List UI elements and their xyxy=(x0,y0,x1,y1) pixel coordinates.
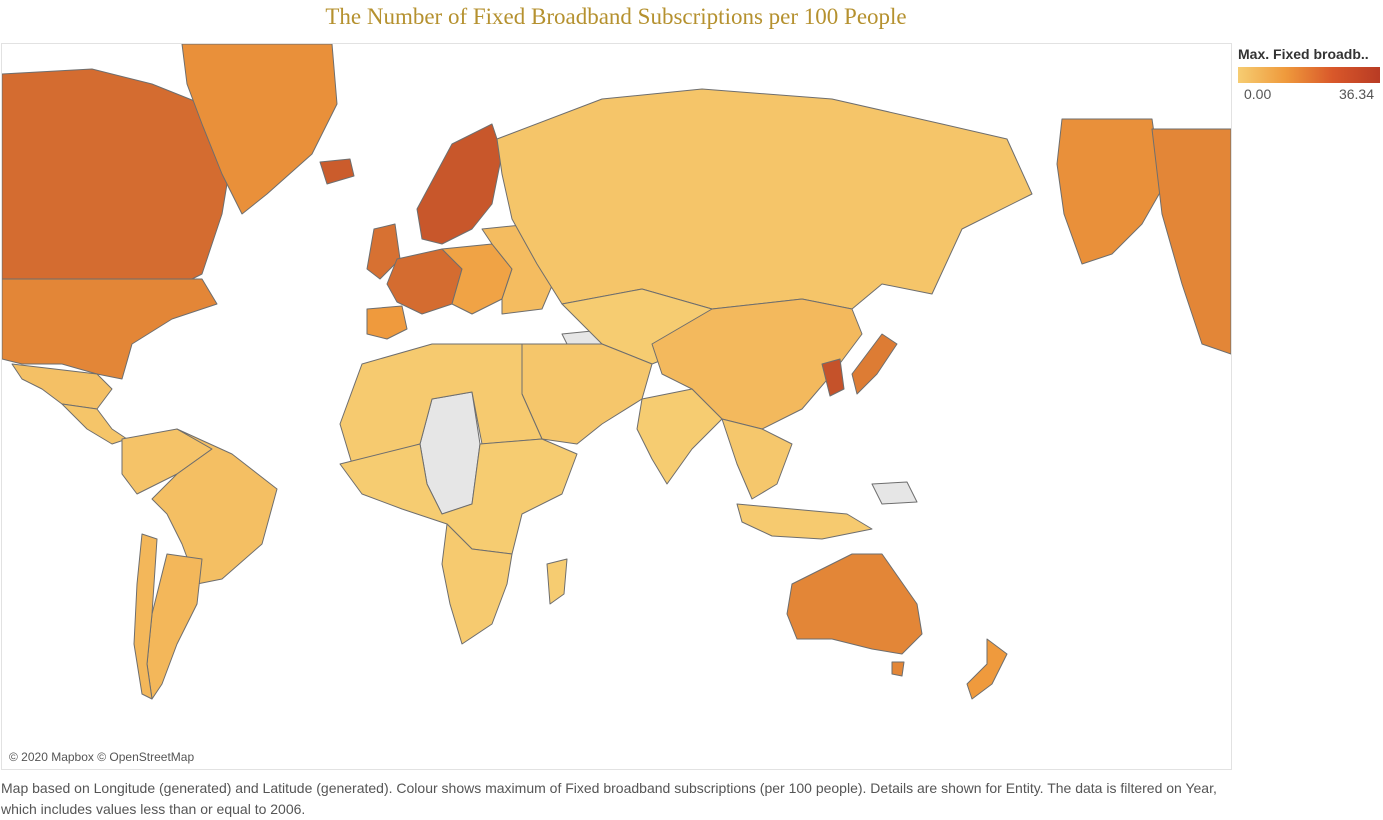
region-southeast-asia[interactable] xyxy=(721,418,793,500)
region-madagascar[interactable] xyxy=(546,558,568,605)
region-iceland[interactable] xyxy=(319,158,355,185)
region-iberia[interactable] xyxy=(366,305,408,340)
color-legend: Max. Fixed broadb.. 0.00 36.34 xyxy=(1238,46,1380,102)
region-scandinavia[interactable] xyxy=(416,123,503,245)
map-copyright: © 2020 Mapbox © OpenStreetMap xyxy=(9,750,195,764)
map-view[interactable]: © 2020 Mapbox © OpenStreetMap xyxy=(1,43,1232,770)
legend-title: Max. Fixed broadb.. xyxy=(1238,46,1369,62)
region-middle-east[interactable] xyxy=(521,343,653,445)
region-chile[interactable] xyxy=(133,533,158,700)
region-central-america[interactable] xyxy=(61,403,128,445)
region-new-zealand[interactable] xyxy=(966,638,1008,700)
chart-title: The Number of Fixed Broadband Subscripti… xyxy=(325,4,907,29)
region-china[interactable] xyxy=(651,298,863,430)
legend-gradient-bar xyxy=(1238,67,1380,83)
region-russia[interactable] xyxy=(496,88,1033,310)
legend-labels: 0.00 36.34 xyxy=(1238,86,1380,102)
region-western-europe[interactable] xyxy=(386,248,463,315)
region-sub-saharan-africa[interactable] xyxy=(339,438,578,555)
region-alaska[interactable] xyxy=(1056,118,1163,265)
region-indonesia[interactable] xyxy=(736,503,873,540)
region-australia[interactable] xyxy=(786,553,923,655)
map-caption: Map based on Longitude (generated) and L… xyxy=(1,780,1217,817)
region-argentina[interactable] xyxy=(146,553,203,700)
region-korea[interactable] xyxy=(821,358,845,397)
region-uk[interactable] xyxy=(366,223,401,280)
region-north-africa[interactable] xyxy=(339,343,543,465)
world-map[interactable] xyxy=(2,44,1231,769)
region-japan[interactable] xyxy=(851,333,898,395)
region-india[interactable] xyxy=(636,388,723,485)
region-greenland[interactable] xyxy=(181,44,338,215)
legend-max-label: 36.34 xyxy=(1338,86,1374,102)
region-tasmania[interactable] xyxy=(891,661,905,677)
region-usa-west[interactable] xyxy=(1151,128,1231,355)
region-usa[interactable] xyxy=(2,278,218,380)
region-southern-africa[interactable] xyxy=(441,523,513,645)
region-no-data-png[interactable] xyxy=(871,481,918,505)
legend-min-label: 0.00 xyxy=(1244,86,1272,102)
